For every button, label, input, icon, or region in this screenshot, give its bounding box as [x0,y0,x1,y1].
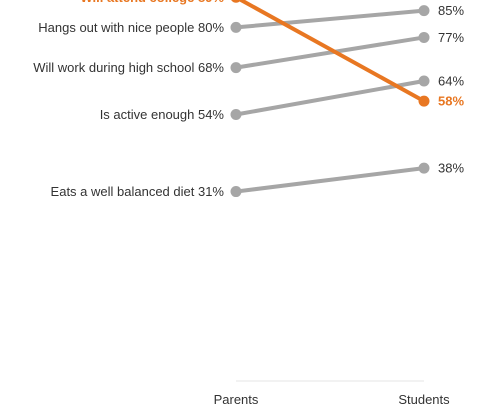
left-label-hangs-out-with-nice-people: Hangs out with nice people 80% [38,20,224,35]
point-parents-will-attend-college [231,0,241,3]
point-parents-hangs-out-with-nice-people [230,21,242,33]
x-tick-label-parents: Parents [214,392,259,407]
series-line-hangs-out-with-nice-people [234,8,426,30]
left-label-eats-a-well-balanced-diet: Eats a well balanced diet 31% [51,184,225,199]
series-is-active-enough: Is active enough 54% 64% [100,74,465,123]
series-line-will-attend-college [236,0,426,104]
point-students-will-attend-college [418,95,430,107]
series-eats-a-well-balanced-diet: Eats a well balanced diet 31% 38% [51,161,465,199]
series-line-eats-a-well-balanced-diet [234,166,426,194]
point-students-will-work-during-high-school [418,31,430,43]
series-layer: Hangs out with nice people 80% 85% Will wo… [33,0,464,199]
point-parents-eats-a-well-balanced-diet [230,186,242,198]
point-students-eats-a-well-balanced-diet [418,162,430,174]
right-label-hangs-out-with-nice-people: 85% [438,3,464,18]
series-will-attend-college: Will attend college 89% 58% [80,0,464,109]
right-label-is-active-enough: 64% [438,74,464,89]
series-will-work-during-high-school: Will work during high school 68% 77% [33,30,464,75]
right-label-will-attend-college: 58% [438,94,464,109]
left-label-will-work-during-high-school: Will work during high school 68% [33,60,224,75]
series-line-is-active-enough [234,79,426,117]
series-line-will-work-during-high-school [234,35,426,70]
series-hangs-out-with-nice-people: Hangs out with nice people 80% 85% [38,3,464,35]
right-label-will-work-during-high-school: 77% [438,30,464,45]
point-parents-is-active-enough [230,109,242,120]
x-tick-label-students: Students [398,392,450,407]
point-students-is-active-enough [418,75,430,87]
point-parents-will-work-during-high-school [230,62,242,74]
left-label-is-active-enough: Is active enough 54% [100,107,225,122]
left-label-will-attend-college: Will attend college 89% [80,0,224,5]
right-label-eats-a-well-balanced-diet: 38% [438,161,464,176]
point-students-hangs-out-with-nice-people [418,5,430,17]
